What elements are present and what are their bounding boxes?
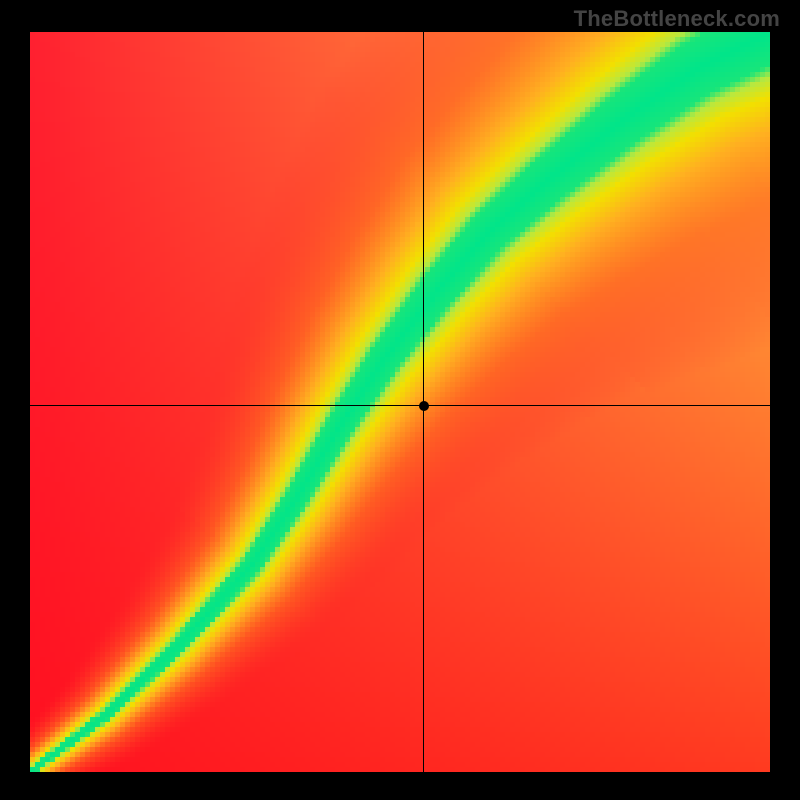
heatmap-plot — [30, 32, 770, 772]
heatmap-canvas — [30, 32, 770, 772]
watermark-text: TheBottleneck.com — [574, 6, 780, 32]
chart-frame: TheBottleneck.com — [0, 0, 800, 800]
